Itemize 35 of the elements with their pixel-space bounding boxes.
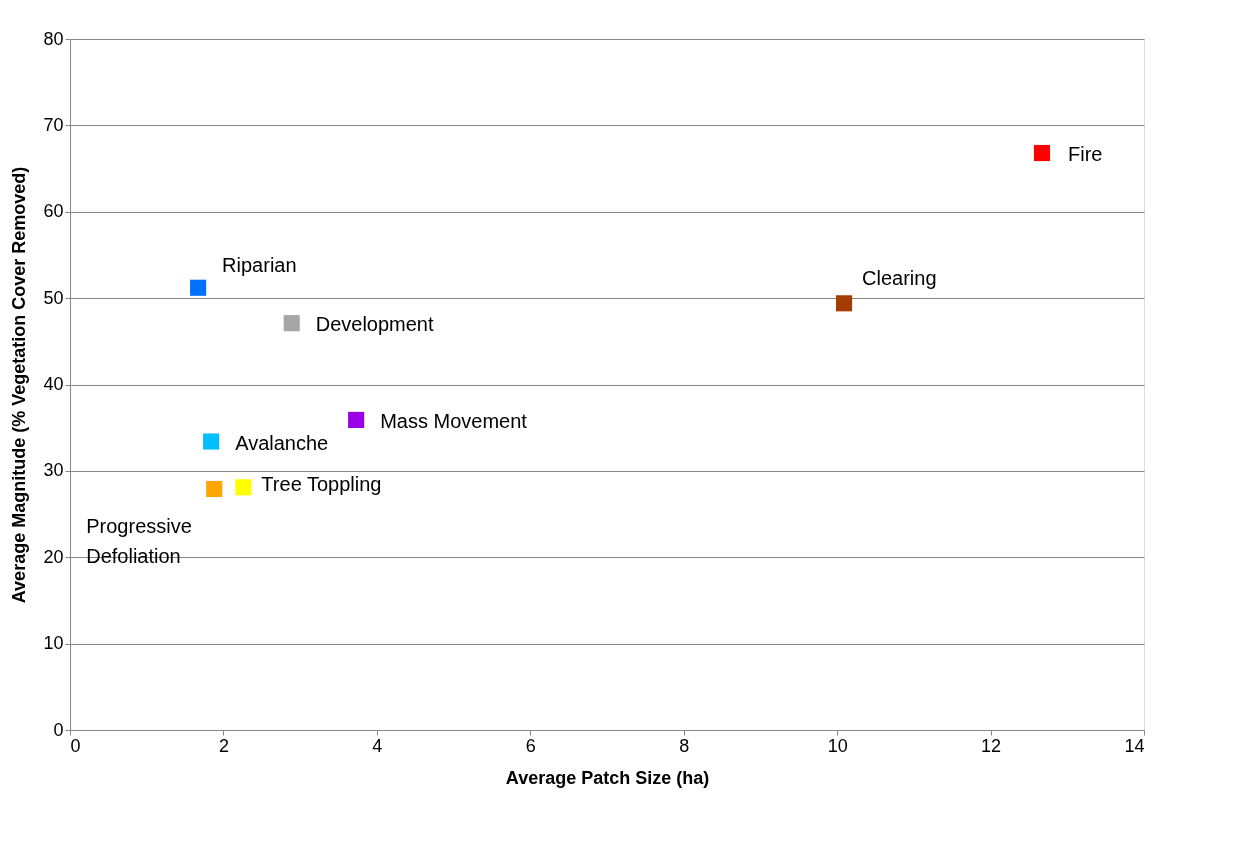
y-tick-label: 10: [43, 633, 64, 654]
x-axis-title: Average Patch Size (ha): [505, 767, 710, 788]
y-tick-label: 20: [43, 546, 64, 567]
y-tick-label: 0: [53, 719, 64, 740]
point: [206, 480, 223, 498]
series-label: Avalanche: [235, 431, 329, 454]
series-label: Tree Toppling: [261, 473, 382, 496]
series-label: Clearing: [862, 267, 937, 290]
x-tick-label: 6: [525, 735, 536, 756]
series-label: Fire: [1067, 143, 1103, 166]
y-tick-label: 50: [43, 287, 64, 308]
y-tick-label: 30: [43, 460, 64, 481]
series-label: Development: [315, 313, 434, 336]
point: [835, 295, 853, 312]
point: [348, 411, 365, 428]
x-tick-label: 12: [981, 735, 1002, 756]
series-label: Progressive Defoliation: [86, 515, 192, 568]
point: [203, 433, 220, 450]
series-label: Riparian: [222, 253, 297, 276]
y-axis-title: Average Magnitude (% Vegetation Cover Removed): [9, 166, 30, 604]
series-label: Mass Movement: [380, 409, 528, 432]
y-tick-label: 40: [43, 374, 64, 394]
point: [235, 479, 252, 496]
point: [283, 315, 300, 332]
y-tick-label: 60: [43, 201, 64, 222]
y-tick-label: 80: [43, 28, 64, 49]
point: [190, 279, 207, 296]
x-tick-label: 4: [372, 735, 383, 756]
point: [1033, 144, 1051, 162]
x-tick-label: 8: [679, 735, 690, 756]
x-tick-label: 2: [218, 735, 229, 756]
x-tick-label: 10: [827, 735, 848, 756]
x-tick-label: 0: [70, 735, 81, 756]
x-tick-label: 14: [1124, 735, 1145, 756]
y-tick-label: 70: [43, 114, 64, 135]
